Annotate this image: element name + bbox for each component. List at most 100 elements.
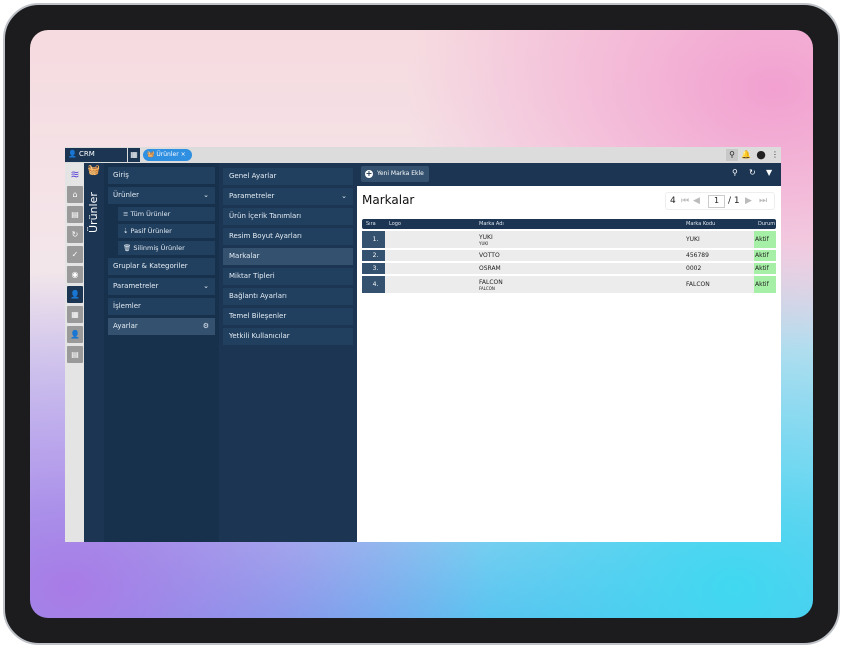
menu-item-islemler[interactable]: İşlemler: [108, 298, 215, 315]
submenu-resim-boyut[interactable]: Resim Boyut Ayarları: [223, 228, 353, 245]
submenu-yetkili[interactable]: Yetkili Kullanıcılar: [223, 328, 353, 345]
submenu-markalar[interactable]: Markalar: [223, 248, 353, 265]
menu-item-parametreler[interactable]: Parametreler ⌄: [108, 278, 215, 295]
bell-icon[interactable]: 🔔: [741, 150, 751, 159]
submenu-urun-icerik[interactable]: Ürün İçerik Tanımları: [223, 208, 353, 225]
table-row[interactable]: 3. OSRAM 0002 Aktif: [362, 263, 776, 274]
gear-icon: ⚙: [202, 322, 209, 330]
trash-icon: 🗑: [123, 244, 132, 252]
logo-cell: [385, 231, 475, 248]
list-icon: ≡: [123, 210, 129, 218]
more-icon[interactable]: ⋮: [771, 150, 779, 159]
brand-name-cell: FALCON FALCON: [475, 276, 682, 293]
logo-icon: ≋: [70, 168, 80, 181]
logo-cell: [385, 263, 475, 274]
brand-code: YUKI: [682, 231, 754, 248]
header-marka-kodu: Marka Kodu: [682, 219, 754, 229]
submenu-genel-ayarlar[interactable]: Genel Ayarlar: [223, 168, 353, 185]
user-alt-icon[interactable]: 👤: [67, 326, 83, 343]
menu-item-pasif-urunler[interactable]: ⇣ Pasif Ürünler: [118, 224, 215, 238]
submenu-baglanti[interactable]: Bağlantı Ayarları: [223, 288, 353, 305]
prev-page-icon[interactable]: ◀: [693, 196, 700, 206]
brand-name: YUKI: [479, 233, 493, 241]
add-label: Yeni Marka Ekle: [377, 170, 424, 177]
book-icon[interactable]: ▤: [67, 206, 83, 223]
brand-code: 0002: [682, 263, 754, 274]
globe-icon[interactable]: ◉: [67, 266, 83, 283]
sort-icon: ⇣: [123, 227, 129, 235]
plus-icon: +: [365, 169, 373, 178]
menu-item-ayarlar[interactable]: Ayarlar ⚙: [108, 318, 215, 335]
table-row[interactable]: 4. FALCON FALCON FALCON Aktif: [362, 276, 776, 293]
menu-item-silinmis-urunler[interactable]: 🗑 Silinmiş Ürünler: [118, 241, 215, 255]
logo-cell: [385, 250, 475, 261]
menu-item-giris[interactable]: Giriş: [108, 167, 215, 184]
icon-sidebar: ≋ ⌂ ▤ ↻ ✓ ◉ 👤 ▦ 👤 ▤: [65, 163, 84, 542]
pagination: 4 ⏮ ◀ 1 / 1 ▶ ⏭: [665, 192, 775, 210]
content-toolbar: + Yeni Marka Ekle ⚲ ↻ ▼: [357, 163, 781, 186]
record-count: 4: [670, 196, 676, 206]
header-sira: Sıra: [362, 219, 385, 229]
apps-grid-icon[interactable]: ▦: [128, 148, 140, 162]
check-icon[interactable]: ✓: [67, 246, 83, 263]
filter-icon[interactable]: ▼: [766, 168, 773, 177]
tab-urunler[interactable]: 🧺 Ürünler ×: [143, 149, 192, 161]
document-icon[interactable]: ▤: [67, 346, 83, 363]
chevron-down-icon: ⌄: [203, 191, 209, 199]
calculator-icon[interactable]: ▦: [67, 306, 83, 323]
submenu-label: Parametreler: [229, 192, 275, 200]
table-row[interactable]: 1. YUKI YUKI YUKI Aktif: [362, 231, 776, 248]
next-page-icon[interactable]: ▶: [745, 196, 752, 206]
menu-label: Ayarlar: [113, 322, 138, 330]
menu-label: İşlemler: [113, 302, 141, 310]
header-marka-adi: Marka Adı: [475, 219, 682, 229]
basket-icon: 🧺: [87, 165, 101, 176]
brand-name-cell: OSRAM: [475, 263, 682, 274]
add-brand-button[interactable]: + Yeni Marka Ekle: [361, 166, 429, 182]
menu-item-urunler[interactable]: Ürünler ⌄: [108, 187, 215, 204]
status-badge: Aktif: [754, 263, 776, 274]
status-badge: Aktif: [754, 250, 776, 261]
module-menu: Giriş Ürünler ⌄ ≡ Tüm Ürünler ⇣ Pasif Ürü…: [104, 163, 219, 542]
menu-label: Tüm Ürünler: [130, 210, 171, 218]
page-input[interactable]: 1: [708, 195, 725, 208]
user-icon[interactable]: 👤: [67, 286, 83, 303]
row-number: 3.: [362, 263, 385, 274]
brand-name: FALCON: [479, 278, 503, 286]
total-pages: / 1: [728, 196, 740, 206]
menu-item-gruplar[interactable]: Gruplar & Kategoriler: [108, 258, 215, 275]
row-number: 2.: [362, 250, 385, 261]
refresh-icon[interactable]: ↻: [749, 168, 756, 177]
crm-app-button[interactable]: 👤 CRM: [65, 148, 127, 162]
user-avatar-icon[interactable]: ●: [756, 148, 766, 161]
brand-name: VOTTO: [479, 252, 500, 259]
search-icon[interactable]: ⚲: [732, 168, 738, 177]
chevron-down-icon: ⌄: [341, 192, 347, 200]
submenu-parametreler[interactable]: Parametreler ⌄: [223, 188, 353, 205]
row-number: 1.: [362, 231, 385, 248]
brand-name-cell: YUKI YUKI: [475, 231, 682, 248]
first-page-icon[interactable]: ⏮: [681, 196, 690, 206]
search-icon[interactable]: ⚲: [726, 149, 738, 161]
brands-table: Sıra Logo Marka Adı Marka Kodu Durum 1. …: [362, 217, 776, 295]
submenu-temel-bilesenler[interactable]: Temel Bileşenler: [223, 308, 353, 325]
header-logo: Logo: [385, 219, 475, 229]
brand-code: FALCON: [682, 276, 754, 293]
status-badge: Aktif: [754, 276, 776, 293]
page-title: Markalar: [362, 193, 415, 207]
brand-subname: YUKI: [479, 240, 489, 246]
settings-submenu: Genel Ayarlar Parametreler ⌄ Ürün İçerik …: [219, 163, 357, 542]
brand-code: 456789: [682, 250, 754, 261]
row-number: 4.: [362, 276, 385, 293]
tab-label: Ürünler: [156, 151, 179, 158]
last-page-icon[interactable]: ⏭: [759, 196, 768, 206]
menu-item-tum-urunler[interactable]: ≡ Tüm Ürünler: [118, 207, 215, 221]
sync-icon[interactable]: ↻: [67, 226, 83, 243]
close-tab-icon[interactable]: ×: [180, 151, 186, 158]
submenu-miktar-tipleri[interactable]: Miktar Tipleri: [223, 268, 353, 285]
status-badge: Aktif: [754, 231, 776, 248]
header-durum: Durum: [754, 219, 776, 229]
table-row[interactable]: 2. VOTTO 456789 Aktif: [362, 250, 776, 261]
home-icon[interactable]: ⌂: [67, 186, 83, 203]
menu-label: Ürünler: [113, 191, 140, 199]
